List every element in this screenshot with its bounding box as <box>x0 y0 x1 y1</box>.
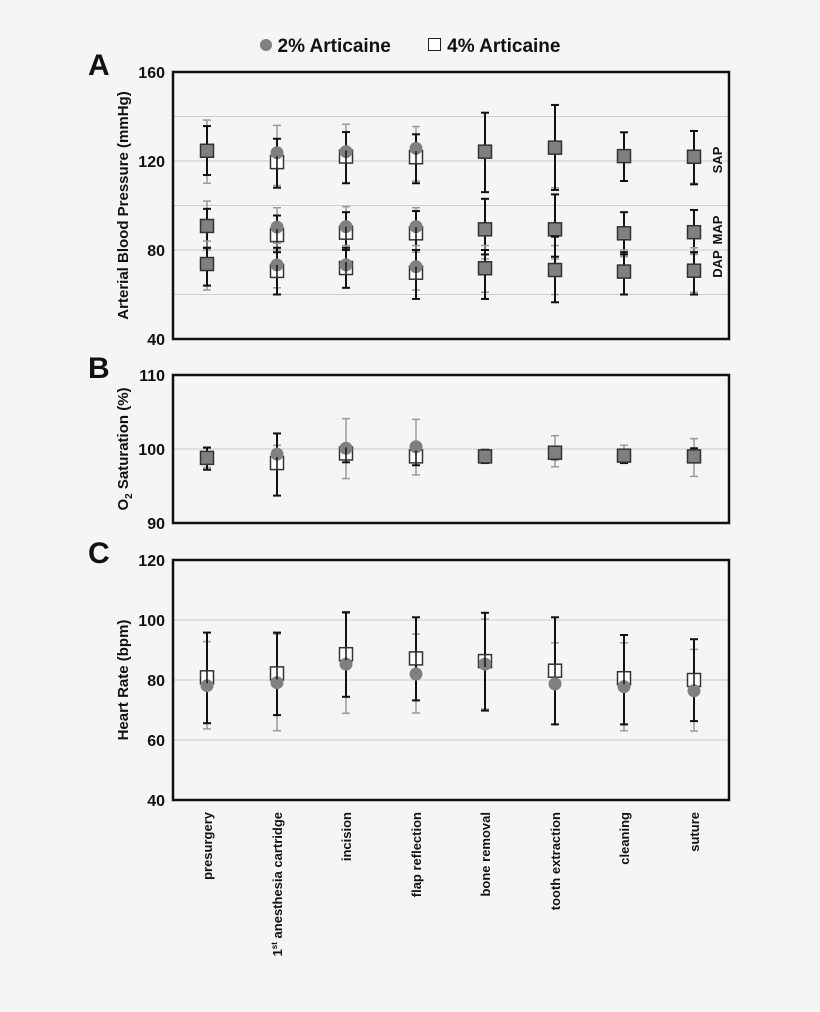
square-marker <box>199 450 215 466</box>
x-category-label: incision <box>339 812 354 861</box>
plot-frame <box>171 373 731 525</box>
panel-letter: A <box>88 49 110 82</box>
square-marker <box>547 445 563 460</box>
legend: 2% Articaine 4% Articaine <box>0 36 820 58</box>
square-marker <box>686 224 702 240</box>
y-tick-label: 60 <box>147 733 165 750</box>
panel-B: 90 100 110 BO2 Saturation (%) <box>88 352 731 533</box>
circle-marker <box>617 680 631 694</box>
square-marker <box>686 449 702 464</box>
square-marker <box>616 264 632 279</box>
square-marker <box>616 226 632 241</box>
square-marker <box>616 148 632 164</box>
y-tick-label: 80 <box>147 243 165 260</box>
y-axis-label: Heart Rate (bpm) <box>115 620 132 741</box>
x-category-label: flap reflection <box>409 812 424 897</box>
square-marker <box>199 256 215 272</box>
circle-marker <box>270 676 284 690</box>
x-category-label: bone removal <box>478 812 493 897</box>
y-tick-label: 120 <box>138 154 165 171</box>
legend-item-2pct: 2% Articaine <box>259 36 391 57</box>
square-marker <box>547 262 563 278</box>
x-category-label: suture <box>687 812 702 852</box>
circle-marker <box>339 220 353 234</box>
y-axis-label: O2 Saturation (%) <box>115 387 135 510</box>
y-axis-label: Arterial Blood Pressure (mmHg) <box>115 91 132 319</box>
y-tick-label: 110 <box>139 368 165 385</box>
square-marker <box>616 448 632 463</box>
circle-marker <box>339 657 353 671</box>
panel-A: 40 80 120 160 A Arterial Blood Pressure (mmHg… <box>88 49 731 349</box>
y-tick-label: 40 <box>147 793 165 810</box>
square-marker <box>477 449 493 464</box>
y-tick-label: 80 <box>147 673 165 690</box>
x-category-label: presurgery <box>200 811 215 880</box>
circle-marker <box>687 684 701 698</box>
circle-marker <box>409 440 423 454</box>
circle-marker <box>270 447 284 461</box>
circle-marker <box>548 677 562 691</box>
series-label-sap: SAP <box>710 146 725 173</box>
x-category-label: 1st anesthesia cartridge <box>270 812 285 956</box>
plot-frame <box>171 70 731 341</box>
circle-marker <box>270 146 284 160</box>
square-marker <box>686 263 702 278</box>
y-tick-label: 100 <box>138 613 165 630</box>
plot-frame <box>171 558 731 802</box>
circle-marker <box>270 258 284 272</box>
x-category-label: cleaning <box>617 812 632 865</box>
y-tick-label: 160 <box>138 65 165 82</box>
legend-item-4pct: 4% Articaine <box>428 36 560 57</box>
x-category-label: tooth extraction <box>548 812 563 910</box>
panel-letter: C <box>88 537 110 570</box>
y-tick-label: 90 <box>147 516 165 533</box>
circle-marker <box>409 141 423 155</box>
series-label-dap: DAP <box>710 250 725 278</box>
circle-marker <box>409 220 423 234</box>
square-marker <box>547 222 563 237</box>
y-tick-label: 120 <box>138 553 165 570</box>
square-marker-icon <box>428 38 442 51</box>
circle-marker <box>200 679 214 693</box>
circle-marker <box>409 667 423 681</box>
square-marker <box>199 218 215 234</box>
circle-marker <box>409 260 423 274</box>
square-marker <box>477 222 493 237</box>
panel-letter: B <box>88 352 110 385</box>
square-marker <box>547 140 563 155</box>
circle-marker <box>270 220 284 234</box>
square-marker <box>686 149 702 165</box>
y-tick-label: 40 <box>147 332 165 349</box>
square-marker <box>477 144 493 159</box>
square-marker <box>477 260 493 276</box>
square-marker <box>199 143 215 159</box>
circle-marker-icon <box>259 39 272 51</box>
y-tick-label: 100 <box>138 442 165 459</box>
series-label-map: MAP <box>710 215 725 244</box>
panel-C: 40 60 80 100 120 C Heart Rate (bpm) <box>88 537 731 810</box>
